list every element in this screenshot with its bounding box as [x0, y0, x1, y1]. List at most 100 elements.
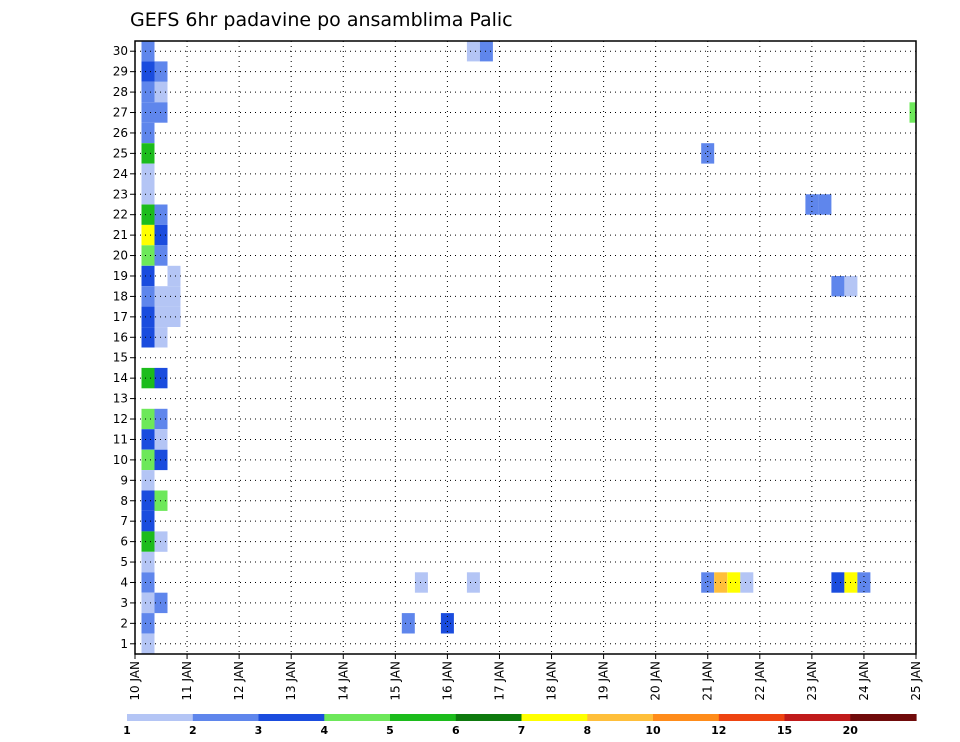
y-tick-label: 22: [113, 208, 128, 222]
colorbar-label: 15: [777, 724, 792, 737]
heatmap-cell: [141, 81, 155, 103]
heatmap-cell: [141, 449, 155, 471]
x-tick-label: 17 JAN: [492, 661, 506, 701]
y-tick-label: 20: [113, 249, 128, 263]
chart-title: GEFS 6hr padavine po ansamblima Palic: [130, 9, 513, 31]
colorbar-swatch: [324, 714, 391, 721]
colorbar-swatch: [653, 714, 720, 721]
colorbar-label: 5: [386, 724, 394, 737]
heatmap-cell: [141, 572, 155, 593]
colorbar-swatch: [718, 714, 786, 721]
y-tick-label: 10: [113, 453, 128, 467]
colorbar-label: 8: [583, 724, 591, 737]
colorbar-label: 4: [320, 724, 328, 737]
x-tick-label: 13 JAN: [284, 661, 298, 701]
heatmap-cell: [857, 572, 871, 593]
y-tick-label: 16: [113, 330, 128, 344]
y-tick-label: 23: [113, 187, 128, 201]
heatmap-cell: [466, 41, 480, 62]
heatmap-cell: [141, 143, 155, 164]
y-tick-label: 26: [113, 126, 128, 140]
heatmap-cell: [141, 204, 155, 225]
y-tick-label: 4: [120, 575, 128, 589]
y-tick-label: 9: [120, 473, 128, 487]
x-tick-label: 14 JAN: [336, 661, 350, 701]
heatmap-cell: [909, 102, 916, 123]
heatmap-cell: [818, 194, 832, 215]
x-tick-label: 22 JAN: [753, 661, 767, 701]
y-tick-label: 1: [120, 637, 128, 651]
y-tick-label: 28: [113, 85, 128, 99]
colorbar-swatch: [784, 714, 851, 721]
heatmap-cell: [831, 572, 845, 593]
colorbar-swatch: [127, 714, 194, 721]
y-tick-label: 24: [113, 167, 128, 181]
heatmap-cell: [141, 245, 155, 266]
heatmap-cell: [167, 265, 181, 287]
heatmap-cell: [141, 306, 155, 327]
x-axis: 10 JAN 11 JAN 12 JAN 13 JAN 14 JAN 15 JAN 16 J…: [128, 654, 923, 701]
heatmap-cell: [466, 572, 480, 593]
heatmap-cell: [141, 163, 155, 184]
x-tick-label: 15 JAN: [388, 661, 402, 701]
colorbar-label: 10: [645, 724, 661, 737]
colorbar-swatch: [455, 714, 523, 721]
heatmap-cell: [141, 551, 155, 573]
y-axis: 1234567891011121314151617181920212223242…: [113, 44, 135, 651]
heatmap-cell: [141, 592, 155, 614]
heatmap-cell: [805, 194, 819, 215]
colorbar-swatch: [192, 714, 260, 721]
colorbar-label: 2: [189, 724, 197, 737]
heatmap-cell: [701, 143, 715, 164]
heatmap-cell: [167, 306, 181, 327]
heatmap-cell: [141, 633, 155, 654]
y-tick-label: 25: [113, 146, 128, 160]
heatmap-cell: [831, 276, 845, 297]
heatmap-cell: [401, 613, 415, 634]
colorbar-label: 7: [518, 724, 526, 737]
plot-frame: [134, 40, 917, 655]
colorbar-swatch: [521, 714, 588, 721]
heatmap-cell: [141, 327, 155, 348]
colorbar-label: 20: [843, 724, 859, 737]
y-tick-label: 15: [113, 351, 128, 365]
y-tick-label: 17: [113, 310, 128, 324]
x-tick-label: 11 JAN: [180, 661, 194, 701]
grid-lines: [135, 41, 916, 654]
y-tick-label: 13: [113, 392, 128, 406]
heatmap-cell: [141, 265, 155, 287]
heatmap-cell: [141, 531, 155, 552]
y-tick-label: 18: [113, 289, 128, 303]
colorbar-swatch: [258, 714, 325, 721]
x-tick-label: 10 JAN: [128, 661, 142, 701]
y-tick-label: 21: [113, 228, 128, 242]
y-tick-label: 29: [113, 65, 128, 79]
colorbar-label: 3: [255, 724, 263, 737]
heatmap-cell: [167, 286, 181, 307]
heatmap-cell: [141, 286, 155, 307]
heatmap-cell: [141, 41, 155, 62]
heatmap-cell: [701, 572, 715, 593]
y-tick-label: 11: [113, 432, 128, 446]
x-tick-label: 21 JAN: [701, 661, 715, 701]
heatmap-cell: [141, 511, 155, 532]
colorbar-swatch: [587, 714, 654, 721]
heatmap-cell: [141, 184, 155, 205]
heatmap-cell: [740, 572, 754, 593]
x-tick-label: 24 JAN: [857, 661, 871, 701]
x-tick-label: 18 JAN: [545, 661, 559, 701]
heatmap-cell: [141, 367, 155, 389]
y-tick-label: 2: [120, 616, 128, 630]
y-tick-label: 3: [120, 596, 128, 610]
colorbar-swatch: [390, 714, 457, 721]
heatmap-cell: [141, 61, 155, 82]
heatmap-cell: [844, 276, 858, 297]
y-tick-label: 12: [113, 412, 128, 426]
heatmap-cell: [141, 429, 155, 450]
y-tick-label: 19: [113, 269, 128, 283]
heatmap-cell: [414, 572, 428, 593]
x-tick-label: 12 JAN: [232, 661, 246, 701]
y-tick-label: 27: [113, 106, 128, 120]
heatmap-cell: [141, 613, 155, 634]
